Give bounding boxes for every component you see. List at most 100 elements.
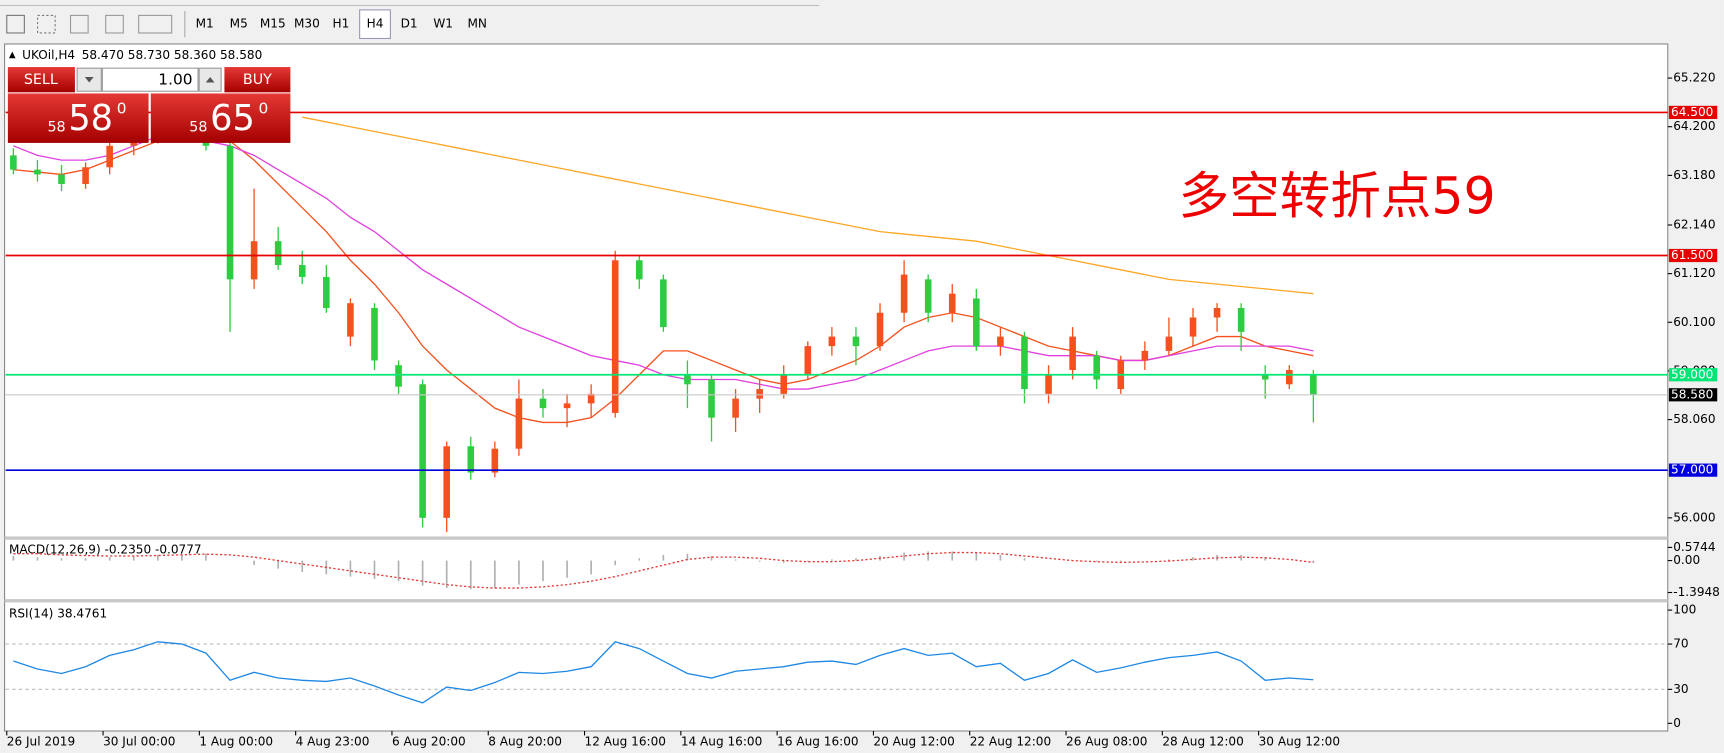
timeframe-button[interactable]: M1	[196, 17, 214, 31]
tool-icon[interactable]	[36, 14, 56, 34]
timeframe-button[interactable]: MN	[468, 17, 487, 31]
timeframe-button[interactable]: M30	[294, 17, 320, 31]
title: RSI(14) 38.4761	[9, 606, 107, 620]
timeframe-button[interactable]: D1	[401, 17, 418, 31]
x-tick-label: 26 Aug 08:00	[1066, 735, 1147, 749]
sell-price[interactable]	[7, 93, 149, 143]
buy-price-sup: 0	[259, 99, 269, 117]
candle-body	[660, 279, 667, 328]
candle-body	[250, 241, 258, 280]
collapse-icon	[8, 51, 16, 59]
panel-title: RSI(14) 38.4761	[9, 606, 107, 620]
candle-body	[1261, 374, 1269, 380]
candle-body	[708, 379, 715, 418]
y-tick-label: 65.220	[1673, 71, 1715, 85]
y-tick-label: 62.140	[1673, 217, 1715, 231]
up-arrow	[205, 76, 215, 83]
buy-button[interactable]	[224, 67, 291, 93]
tool-icon[interactable]	[69, 14, 89, 34]
candle-body	[1237, 307, 1245, 332]
candle-body	[780, 374, 788, 394]
chart-window	[4, 43, 1669, 732]
candle-body	[1021, 336, 1028, 390]
candle-body	[1310, 374, 1317, 395]
sell-price-sup: 0	[117, 99, 127, 117]
panel-title: UKOil,H4 58.470 58.730 58.360 58.580	[22, 47, 262, 61]
candle-body	[82, 167, 89, 184]
level-label-bg	[1668, 248, 1718, 263]
ohlc: 58.470 58.730 58.360 58.580	[82, 47, 263, 61]
x-tick-label: 30 Aug 12:00	[1259, 735, 1340, 749]
sell-price-small: 58	[47, 120, 65, 136]
y-tick-label: 60.100	[1673, 315, 1715, 329]
tool-icon[interactable]	[105, 14, 124, 34]
x-tick-label: 14 Aug 16:00	[681, 735, 762, 749]
candle-body	[1045, 374, 1052, 394]
tool-icon[interactable]	[138, 14, 173, 34]
sell-label: SELL	[24, 72, 58, 88]
y-tick-label: -1.3948	[1673, 585, 1720, 599]
candle-body	[1093, 355, 1100, 380]
candle-body	[34, 169, 41, 175]
y-tick-label: 0.00	[1673, 553, 1700, 567]
candle-body	[515, 398, 523, 449]
candle-body	[298, 265, 306, 277]
x-tick-label: 12 Aug 16:00	[585, 735, 666, 749]
candle-body	[1285, 369, 1293, 385]
title: UKOil,H4	[22, 47, 75, 61]
x-tick-label: 22 Aug 12:00	[970, 735, 1051, 749]
toolbar: M1 M5 M15 M30 H1 H4 D1 W1 MN	[0, 0, 1724, 42]
timeframe-button[interactable]: M15	[260, 17, 286, 31]
candle-body	[732, 398, 739, 418]
candle-body	[924, 279, 932, 313]
candle-body	[539, 398, 547, 409]
candle-body	[371, 307, 378, 361]
candle-body	[467, 446, 475, 473]
buy-price-small: 58	[189, 120, 207, 136]
candle-body	[58, 174, 65, 184]
plot-area: UKOil,H4 58.470 58.730 58.360 58.580 65.22…	[4, 47, 1720, 749]
candle-body	[948, 293, 956, 313]
candle-body	[635, 260, 643, 280]
tool-icon[interactable]	[6, 14, 25, 34]
candle-body	[443, 446, 450, 518]
candle-body	[274, 241, 282, 266]
down-arrow	[84, 76, 94, 83]
candle-body	[563, 403, 571, 409]
buy-price[interactable]	[150, 93, 291, 143]
x-tick-label: 8 Aug 20:00	[488, 735, 562, 749]
y-tick-label: 30	[1673, 682, 1688, 696]
y-tick-label: 56.000	[1673, 510, 1715, 524]
timeframe-button[interactable]: W1	[433, 17, 453, 31]
candle-body	[973, 298, 980, 347]
y-tick-label: 63.180	[1673, 168, 1715, 182]
sell-button[interactable]	[7, 67, 75, 93]
panel-title: MACD(12,26,9) -0.2350 -0.0777	[9, 542, 202, 556]
candle-body	[1069, 336, 1076, 370]
timeframe-button[interactable]: H1	[333, 17, 350, 31]
timeframe-button[interactable]: M5	[230, 17, 248, 31]
candle-body	[419, 384, 426, 518]
candle-body	[804, 346, 812, 375]
y-tick-label: 0.5744	[1673, 540, 1715, 554]
signal-line	[13, 551, 1314, 589]
timeframe-button[interactable]: H4	[367, 17, 384, 31]
toolbar-bg	[0, 0, 1724, 42]
active-button[interactable]	[359, 9, 391, 40]
current-label: 58.580	[1671, 387, 1713, 401]
candle-body	[900, 274, 908, 313]
candle-body	[1189, 317, 1197, 337]
x-tick-label: 1 Aug 00:00	[199, 735, 273, 749]
title: MACD(12,26,9) -0.2350 -0.0777	[9, 542, 202, 556]
level-label-bg	[1668, 463, 1718, 477]
x-tick-label: 26 Jul 2019	[7, 735, 75, 749]
rsi-line	[13, 641, 1314, 704]
candle-body	[106, 145, 113, 168]
y-tick-label: 0	[1673, 716, 1681, 730]
level-label-bg	[1668, 105, 1718, 120]
x-tick-label: 4 Aug 23:00	[296, 735, 370, 749]
candle-body	[997, 336, 1004, 347]
lots-input[interactable]	[101, 67, 199, 92]
